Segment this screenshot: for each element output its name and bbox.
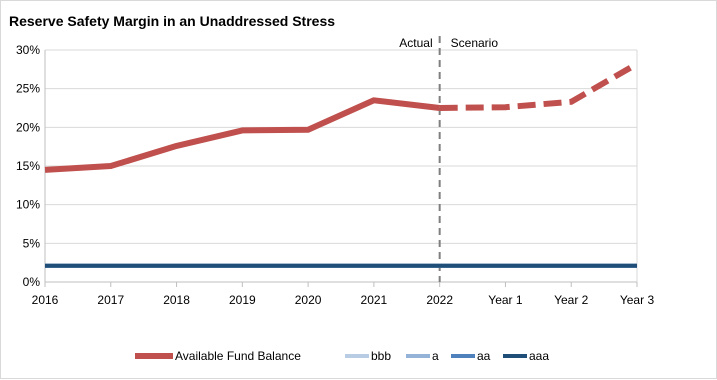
x-tick-label: 2018 (163, 293, 190, 307)
chart-title: Reserve Safety Margin in an Unaddressed … (9, 13, 335, 29)
x-tick-label: Year 3 (620, 293, 655, 307)
legend: Available Fund Balance bbb a aa aaa (135, 349, 549, 363)
x-axis: 2016 2017 2018 2019 2020 2021 2022 Year 1 Year 2… (32, 281, 655, 307)
y-tick-label: 5% (23, 236, 41, 250)
x-tick-label: 2019 (229, 293, 256, 307)
series-line-available-fund-balance-actual (44, 97, 441, 173)
legend-label: aaa (529, 349, 549, 363)
y-tick-label: 25% (16, 82, 40, 96)
annotation-actual: Actual (399, 36, 432, 50)
y-axis: 0% 5% 10% 15% 20% 25% 30% (16, 43, 638, 289)
x-tick-label: Year 1 (488, 293, 523, 307)
y-tick-label: 0% (23, 275, 41, 289)
legend-label: bbb (371, 349, 391, 363)
y-tick-label: 10% (16, 198, 40, 212)
x-tick-label: 2016 (32, 293, 59, 307)
legend-label: Available Fund Balance (175, 349, 301, 363)
y-tick-label: 20% (16, 120, 40, 134)
annotation-scenario: Scenario (451, 36, 499, 50)
x-tick-label: 2021 (361, 293, 388, 307)
y-tick-label: 30% (16, 43, 40, 57)
series-lines (44, 61, 639, 268)
x-tick-label: 2017 (97, 293, 124, 307)
y-tick-label: 15% (16, 159, 40, 173)
series-line-available-fund-balance-scenario (439, 61, 639, 111)
x-tick-label: 2022 (426, 293, 453, 307)
x-tick-label: Year 2 (554, 293, 589, 307)
actual-scenario-divider: Actual Scenario (399, 36, 498, 282)
x-tick-label: 2020 (295, 293, 322, 307)
legend-label: a (432, 349, 439, 363)
legend-label: aa (477, 349, 491, 363)
gridlines (45, 49, 637, 283)
